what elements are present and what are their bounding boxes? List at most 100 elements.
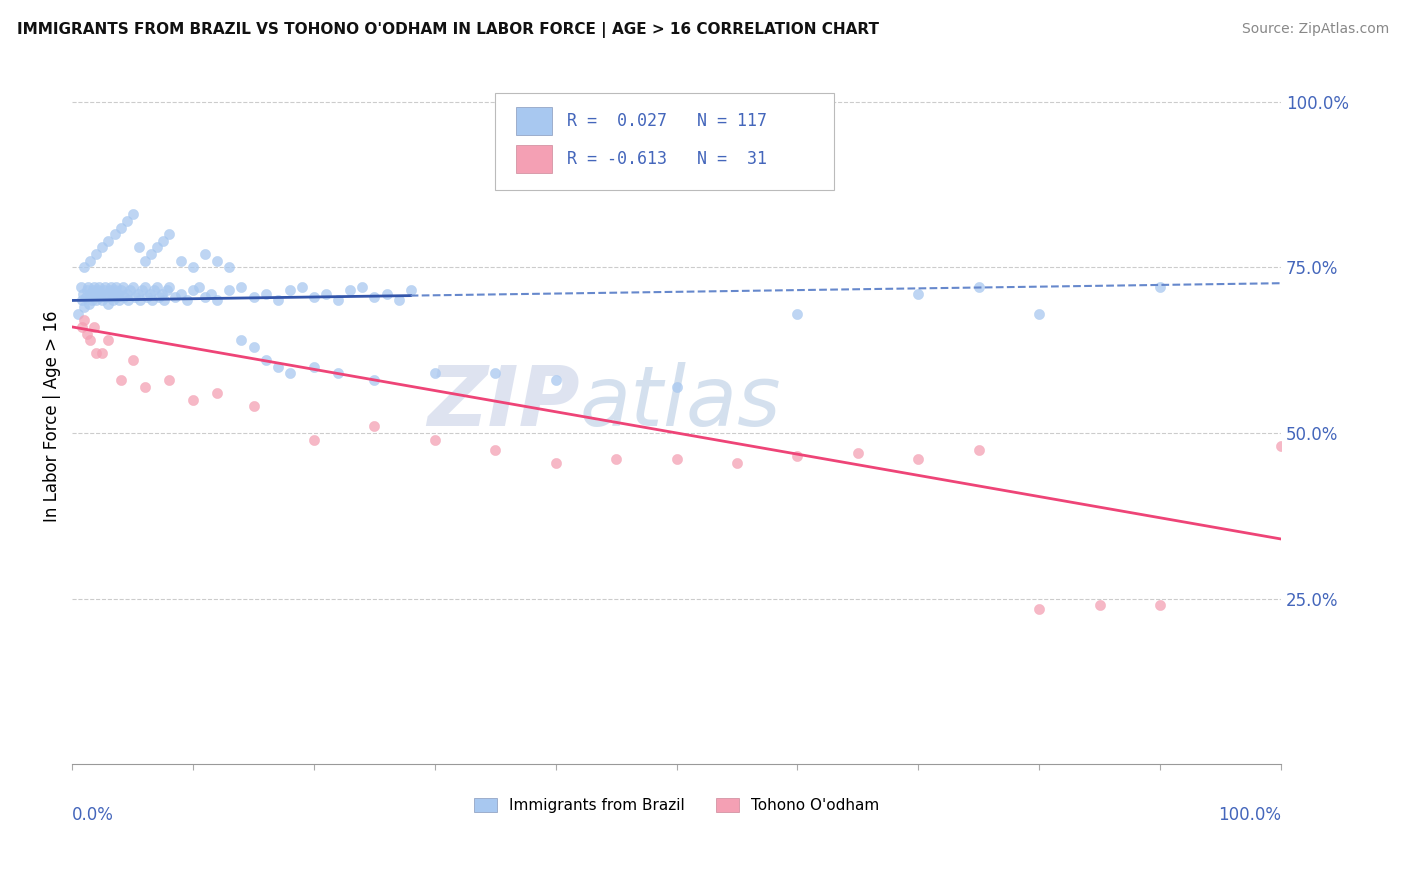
Text: R = -0.613   N =  31: R = -0.613 N = 31 xyxy=(567,150,766,168)
Point xyxy=(86,247,108,261)
Point xyxy=(665,452,688,467)
Point xyxy=(97,297,120,311)
Point xyxy=(1028,307,1050,321)
Point xyxy=(302,359,325,374)
Point xyxy=(194,290,217,304)
Point xyxy=(170,253,193,268)
Point xyxy=(80,293,103,308)
Point xyxy=(375,286,398,301)
Point xyxy=(115,286,138,301)
Point xyxy=(967,442,990,457)
Point xyxy=(83,280,105,294)
Point xyxy=(267,293,290,308)
Point xyxy=(112,290,135,304)
Point xyxy=(108,293,131,308)
Point xyxy=(89,290,111,304)
Point xyxy=(339,284,361,298)
Point xyxy=(79,286,101,301)
Point xyxy=(70,293,93,308)
Point xyxy=(94,280,117,294)
Text: Source: ZipAtlas.com: Source: ZipAtlas.com xyxy=(1241,22,1389,37)
Point xyxy=(200,286,222,301)
Point xyxy=(254,353,277,368)
Point xyxy=(157,227,180,242)
Text: atlas: atlas xyxy=(579,362,782,443)
Point xyxy=(967,280,990,294)
Point xyxy=(1088,599,1111,613)
Point xyxy=(101,290,124,304)
Point xyxy=(76,284,98,298)
Point xyxy=(328,367,350,381)
Point xyxy=(157,373,180,387)
Point xyxy=(124,290,146,304)
Point xyxy=(665,379,688,393)
Point xyxy=(97,234,120,248)
Point xyxy=(77,280,100,294)
Point xyxy=(1149,280,1171,294)
Point xyxy=(181,392,204,407)
Point xyxy=(846,446,869,460)
Point xyxy=(1270,439,1292,453)
Point xyxy=(86,293,108,308)
Point xyxy=(136,290,159,304)
Point xyxy=(157,280,180,294)
Point xyxy=(96,286,118,301)
Point xyxy=(105,290,128,304)
Point xyxy=(1149,599,1171,613)
Point xyxy=(146,280,169,294)
Point xyxy=(484,367,506,381)
Point xyxy=(91,240,114,254)
Point xyxy=(79,253,101,268)
Point xyxy=(91,293,114,308)
Point xyxy=(73,313,96,327)
Point xyxy=(94,290,117,304)
Point xyxy=(484,442,506,457)
Point xyxy=(115,214,138,228)
Point xyxy=(363,419,385,434)
Point xyxy=(97,333,120,347)
Point xyxy=(194,247,217,261)
Point xyxy=(103,284,125,298)
Point xyxy=(70,320,93,334)
Y-axis label: In Labor Force | Age > 16: In Labor Force | Age > 16 xyxy=(44,310,60,522)
Point xyxy=(181,260,204,275)
Point xyxy=(207,386,229,401)
Text: ZIP: ZIP xyxy=(427,362,579,443)
Text: 0.0%: 0.0% xyxy=(72,806,114,824)
Point xyxy=(131,284,153,298)
Point xyxy=(725,456,748,470)
Point xyxy=(87,280,110,294)
Point xyxy=(423,433,446,447)
Point xyxy=(291,280,314,294)
Point xyxy=(231,280,253,294)
Point xyxy=(242,400,264,414)
Point xyxy=(117,293,139,308)
Point xyxy=(146,240,169,254)
Point xyxy=(110,220,132,235)
Point xyxy=(127,286,149,301)
Point xyxy=(120,284,142,298)
Point xyxy=(181,284,204,298)
Point xyxy=(176,293,198,308)
Point xyxy=(544,373,567,387)
Point xyxy=(134,280,156,294)
Point xyxy=(363,373,385,387)
Point xyxy=(363,290,385,304)
Point xyxy=(218,260,240,275)
Point xyxy=(67,307,90,321)
Point xyxy=(134,379,156,393)
Point xyxy=(328,293,350,308)
Point xyxy=(155,284,177,298)
Point xyxy=(128,240,150,254)
Point xyxy=(83,320,105,334)
Point xyxy=(138,286,160,301)
Point xyxy=(423,367,446,381)
Point xyxy=(100,280,122,294)
Point xyxy=(605,452,627,467)
Point xyxy=(69,280,91,294)
FancyBboxPatch shape xyxy=(495,93,834,190)
Point xyxy=(278,284,301,298)
Point xyxy=(278,367,301,381)
Point xyxy=(170,286,193,301)
Point xyxy=(103,227,125,242)
